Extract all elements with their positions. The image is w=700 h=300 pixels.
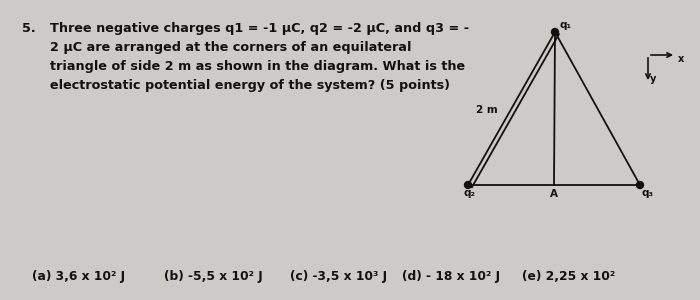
- Text: triangle of side 2 m as shown in the diagram. What is the: triangle of side 2 m as shown in the dia…: [50, 60, 465, 73]
- Text: (d) - 18 x 10² J: (d) - 18 x 10² J: [402, 270, 500, 283]
- Circle shape: [465, 182, 472, 188]
- Text: electrostatic potential energy of the system? (5 points): electrostatic potential energy of the sy…: [50, 79, 450, 92]
- Text: q₂: q₂: [463, 188, 475, 198]
- Text: (a) 3,6 x 10² J: (a) 3,6 x 10² J: [32, 270, 125, 283]
- Text: A: A: [550, 189, 558, 199]
- Circle shape: [552, 28, 559, 35]
- Text: x: x: [678, 54, 685, 64]
- Text: (e) 2,25 x 10²: (e) 2,25 x 10²: [522, 270, 615, 283]
- Text: q₃: q₃: [642, 188, 654, 198]
- Text: (c) -3,5 x 10³ J: (c) -3,5 x 10³ J: [290, 270, 388, 283]
- Text: y: y: [650, 74, 657, 84]
- Circle shape: [636, 182, 643, 188]
- Text: 2 m: 2 m: [476, 105, 498, 115]
- Text: (b) -5,5 x 10² J: (b) -5,5 x 10² J: [164, 270, 263, 283]
- Text: 5.: 5.: [22, 22, 36, 35]
- Text: q₁: q₁: [560, 20, 572, 30]
- Text: Three negative charges q1 = -1 μC, q2 = -2 μC, and q3 = -: Three negative charges q1 = -1 μC, q2 = …: [50, 22, 469, 35]
- Text: 2 μC are arranged at the corners of an equilateral: 2 μC are arranged at the corners of an e…: [50, 41, 412, 54]
